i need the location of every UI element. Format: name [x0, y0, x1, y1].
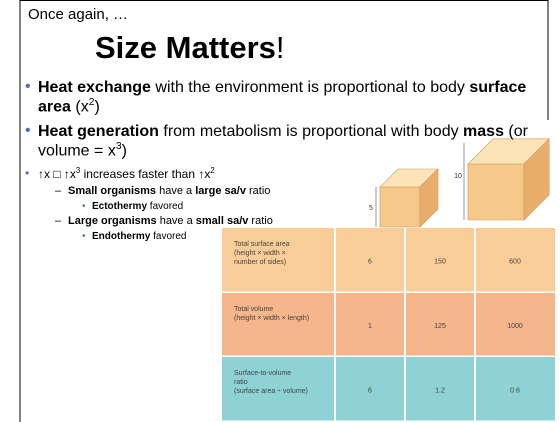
- text-run: from metabolism is proportional with bod…: [158, 123, 464, 140]
- cell-value: 1000: [507, 323, 523, 330]
- cell-value: 600: [509, 259, 521, 266]
- text-run: have a: [156, 185, 196, 197]
- text-run: ): [94, 98, 100, 116]
- bullet-marker: •: [25, 122, 31, 139]
- bullet-text: Heat exchange with the environment is pr…: [38, 78, 538, 117]
- text-run: Size Matters: [95, 30, 276, 65]
- row-label: number of sides): [234, 259, 286, 266]
- bullet-marker: •: [25, 166, 30, 180]
- cell-value: 1: [368, 323, 372, 330]
- row-label: (surface area ÷ volume): [234, 388, 308, 395]
- cube-front: [379, 186, 421, 228]
- text-run: Ectothermy: [92, 201, 148, 212]
- row-label: (height × width ×: [234, 250, 286, 257]
- text-run: ): [121, 142, 127, 160]
- text-run: Small organisms: [68, 185, 157, 197]
- text-run: !: [275, 30, 285, 65]
- cube-label: 5: [369, 205, 373, 212]
- table-row: [222, 357, 555, 422]
- text-run: surface area: [38, 79, 527, 116]
- bullet-marker: •: [25, 78, 31, 95]
- text-run: ratio: [245, 185, 271, 197]
- title: Size Matters!: [95, 30, 285, 66]
- text-run: increases faster than ↑x: [80, 167, 211, 181]
- row-label: (height × width × length): [234, 315, 309, 322]
- text-run: ↑x □ ↑x: [38, 167, 76, 181]
- text-run: mass: [463, 123, 504, 140]
- cube-label: 10: [454, 173, 462, 180]
- bullet-marker: –: [55, 215, 62, 227]
- text-run: Heat exchange: [38, 79, 151, 96]
- text-run: with the environment is proportional to …: [150, 79, 470, 96]
- text-run: (x: [70, 98, 89, 116]
- cube-side: [419, 168, 439, 228]
- row-label: ratio: [234, 379, 248, 386]
- cell-value: 150: [434, 259, 446, 266]
- text-run: (or volume = x: [38, 123, 528, 160]
- text-run: 2: [88, 97, 95, 109]
- row-label: Total surface area: [234, 241, 290, 248]
- bullet-text: Large organisms have a small sa/v ratio: [68, 215, 368, 228]
- text-run: large sa/v: [195, 185, 246, 197]
- text-run: ratio: [248, 215, 273, 227]
- cell-value: 6: [368, 388, 372, 395]
- cell-value: 6: [368, 259, 372, 266]
- cell-value: 0.6: [510, 388, 520, 395]
- intro: Once again, …: [28, 6, 129, 23]
- row-label: Total volume: [234, 306, 273, 313]
- bullet-marker: –: [55, 185, 62, 197]
- cell-value: 125: [434, 323, 446, 330]
- text-run: 3: [115, 141, 122, 153]
- bullet-text: ↑x □ ↑x3 increases faster than ↑x2: [38, 166, 538, 181]
- row-label: Surface-to-volume: [234, 370, 291, 377]
- bullet-marker: •: [82, 201, 86, 212]
- cube-side: [523, 138, 550, 221]
- bullet-text: Endothermy favored: [92, 231, 292, 243]
- text-run: small sa/v: [195, 215, 249, 227]
- text-run: favored: [147, 201, 184, 212]
- text-run: have a: [156, 215, 196, 227]
- bullet-text: Heat generation from metabolism is propo…: [38, 122, 538, 161]
- text-run: Heat generation: [38, 123, 159, 140]
- text-run: Large organisms: [68, 215, 157, 227]
- text-run: favored: [150, 231, 187, 242]
- bullet-text: Small organisms have a large sa/v ratio: [68, 185, 368, 198]
- table-row: [222, 293, 555, 357]
- text-run: Endothermy: [92, 231, 151, 242]
- text-run: 3: [75, 166, 81, 175]
- table-row: [222, 228, 555, 293]
- text-run: 2: [210, 166, 215, 175]
- bullet-marker: •: [82, 231, 86, 242]
- bullet-text: Ectothermy favored: [92, 201, 292, 213]
- cell-value: 1.2: [435, 388, 445, 395]
